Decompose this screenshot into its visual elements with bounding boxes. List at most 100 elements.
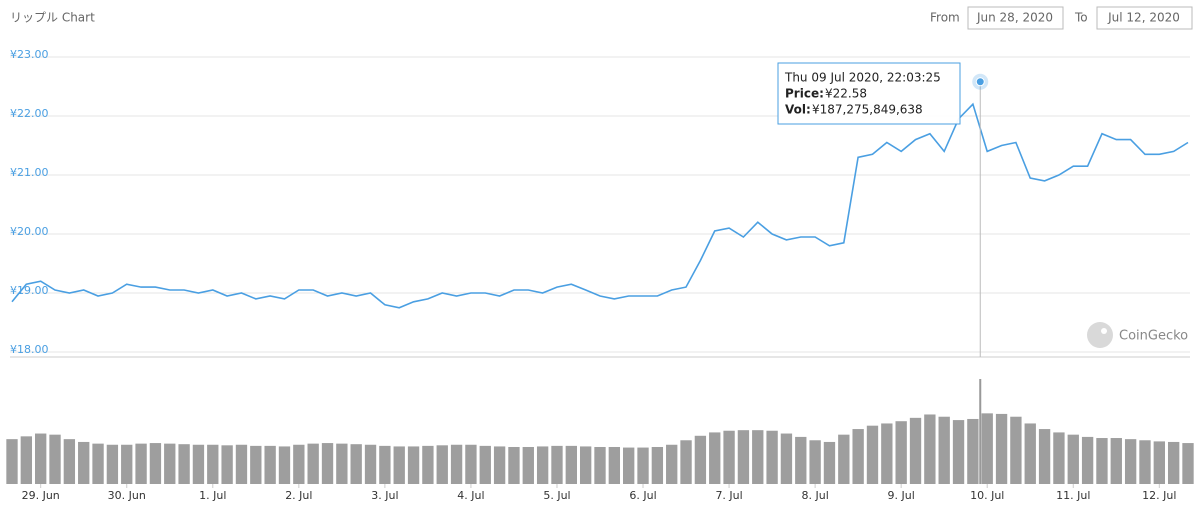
volume-bar	[952, 420, 965, 484]
volume-bar	[493, 446, 506, 484]
from-input[interactable]	[967, 6, 1064, 30]
volume-bar	[235, 444, 248, 484]
x-tick-label: 1. Jul	[199, 489, 226, 502]
volume-bar	[35, 433, 47, 484]
volume-bar	[766, 430, 778, 484]
volume-bar	[450, 444, 463, 484]
volume-bar	[1096, 438, 1108, 484]
x-tick-label: 4. Jul	[457, 489, 484, 502]
x-tick-label: 10. Jul	[970, 489, 1004, 502]
volume-bar	[379, 445, 391, 484]
volume-bar	[694, 435, 707, 484]
tooltip-volume: ¥187,275,849,638	[812, 103, 923, 117]
volume-bar	[795, 436, 807, 484]
volume-bar	[909, 417, 922, 484]
y-tick-label: ¥21.00	[10, 166, 49, 179]
volume-bar	[938, 416, 950, 484]
y-tick-label: ¥22.00	[10, 107, 49, 120]
volume-bar	[436, 445, 448, 484]
volume-bar	[106, 444, 119, 484]
y-tick-label: ¥20.00	[10, 225, 49, 238]
to-label: To	[1074, 11, 1088, 25]
volume-bar	[6, 439, 18, 484]
tooltip: Thu 09 Jul 2020, 22:03:25 Price: ¥22.58 …	[777, 62, 961, 125]
tooltip-price: ¥22.58	[825, 87, 867, 101]
volume-bar	[551, 445, 563, 484]
hover-point	[975, 77, 985, 87]
volume-bar	[135, 443, 147, 484]
tooltip-title: Thu 09 Jul 2020, 22:03:25	[784, 71, 941, 85]
logo	[1087, 322, 1113, 348]
price-line	[11, 102, 1189, 309]
volume-bar	[278, 446, 291, 484]
volume-bar	[1110, 438, 1122, 484]
tooltip-price-key: Price:	[785, 87, 824, 101]
volume-bar	[594, 446, 606, 484]
volume-bar	[723, 430, 735, 484]
volume-bar	[852, 429, 864, 484]
volume-bar	[623, 447, 635, 484]
volume-bar	[737, 430, 750, 484]
volume-bar	[924, 414, 936, 484]
x-tick-label: 5. Jul	[543, 489, 570, 502]
volume-bar	[164, 443, 176, 484]
volume-bar	[1038, 429, 1051, 484]
volume-bar	[78, 441, 90, 484]
volume-bar	[508, 446, 520, 484]
to-input[interactable]	[1096, 6, 1193, 30]
volume-bar	[1167, 441, 1180, 484]
volume-bar	[1182, 443, 1194, 484]
volume-bar	[407, 446, 420, 484]
plot-area: ¥23.00 ¥22.00 ¥21.00 ¥20.00 ¥19.00 ¥18.00 29. …	[6, 48, 1194, 502]
volume-bar	[20, 436, 33, 484]
volume-bar	[422, 445, 434, 484]
volume-bar	[666, 444, 678, 484]
volume-bar	[364, 444, 377, 484]
volume-bar	[121, 444, 133, 484]
watermark-text: CoinGecko	[1119, 329, 1188, 344]
tooltip-box	[777, 62, 961, 125]
volume-bar	[264, 445, 276, 484]
tooltip-volume-key: Vol:	[785, 103, 811, 117]
volume-bar	[981, 413, 993, 484]
from-label: From	[930, 11, 960, 25]
x-tick-label: 2. Jul	[285, 489, 312, 502]
x-tick-label: 8. Jul	[801, 489, 828, 502]
volume-bar	[63, 439, 76, 484]
volume-bar	[336, 443, 348, 484]
volume-bar	[637, 447, 649, 484]
volume-bar	[1139, 440, 1151, 484]
logo-eye	[1101, 328, 1107, 334]
volume-bar	[178, 444, 190, 484]
volume-bar	[680, 440, 692, 484]
x-tick-label: 29. Jun	[22, 489, 60, 502]
volume-bar	[1067, 434, 1079, 484]
volume-bar	[608, 446, 621, 484]
x-tick-label: 7. Jul	[715, 489, 742, 502]
volume-bar	[1010, 416, 1022, 484]
to-date[interactable]: Jul 12, 2020	[1107, 11, 1180, 25]
volume-bar	[307, 443, 319, 484]
volume-bar	[866, 425, 879, 484]
volume-bar	[651, 446, 664, 484]
x-tick-label: 6. Jul	[629, 489, 656, 502]
volume-bar	[479, 445, 491, 484]
volume-bar-hover	[979, 379, 982, 484]
volume-bar	[823, 441, 836, 484]
volume-bar	[565, 445, 577, 484]
volume-bar	[49, 434, 61, 484]
volume-bar	[536, 446, 549, 484]
volume-bar	[1081, 436, 1094, 484]
watermark: CoinGecko	[1087, 322, 1188, 348]
volume-bar	[881, 423, 893, 484]
volume-bar	[709, 432, 721, 484]
volume-bar	[895, 421, 907, 484]
volume-bar	[293, 444, 305, 484]
volume-bar	[1124, 439, 1137, 484]
volume-bar	[393, 446, 405, 484]
x-tick-label: 3. Jul	[371, 489, 398, 502]
from-date[interactable]: Jun 28, 2020	[976, 11, 1053, 25]
x-tick-label: 9. Jul	[888, 489, 915, 502]
